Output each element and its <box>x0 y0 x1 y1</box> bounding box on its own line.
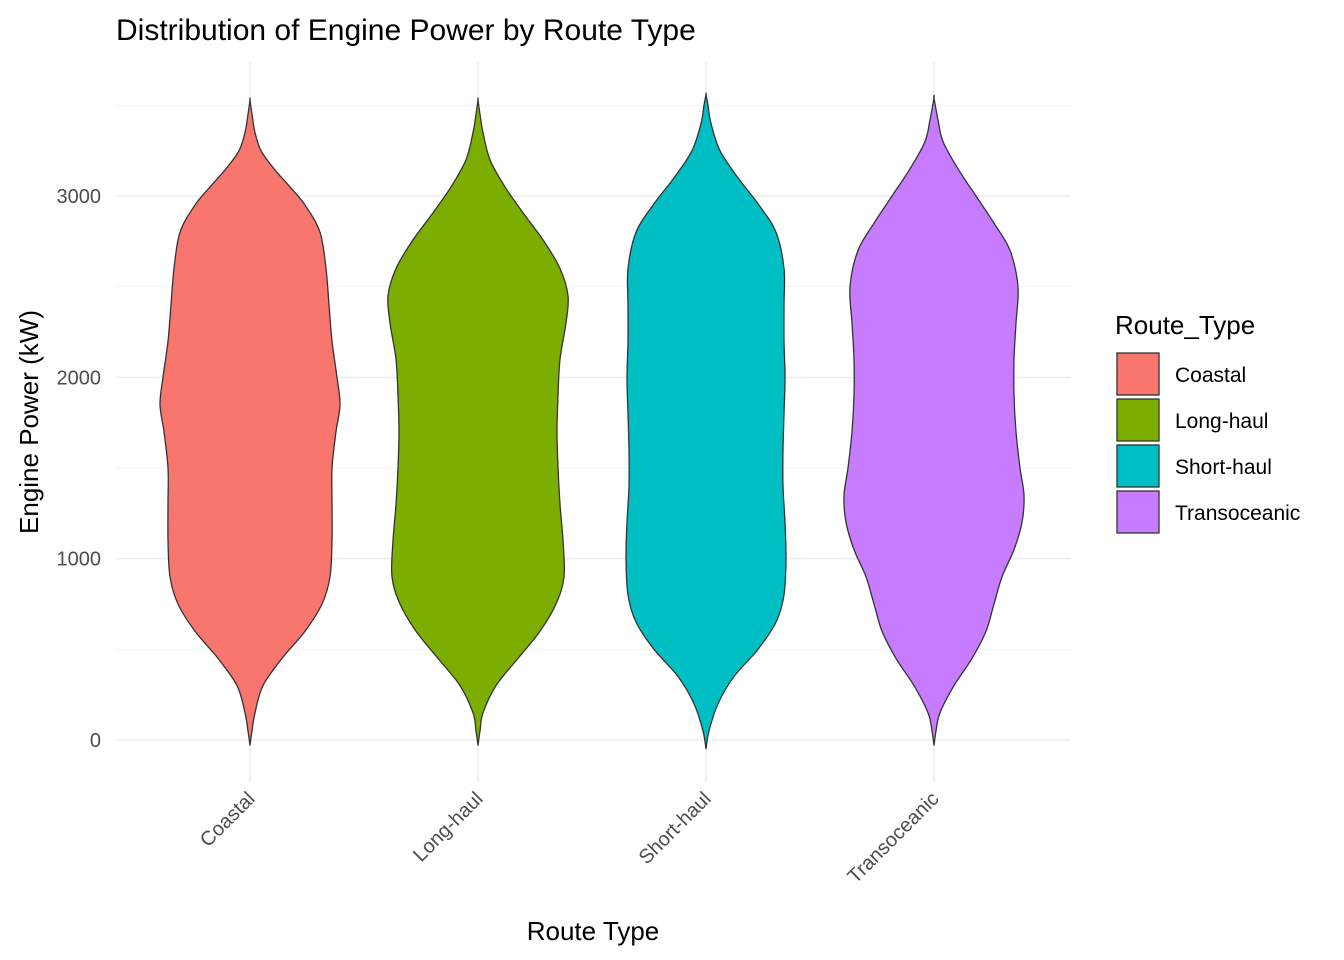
violin-short-haul <box>625 92 787 750</box>
legend-title: Route_Type <box>1115 310 1255 340</box>
y-tick-label: 0 <box>90 730 101 752</box>
y-axis-ticks: 0 1000 2000 3000 <box>57 186 102 752</box>
legend-key-long-haul <box>1116 398 1160 442</box>
legend-label: Coastal <box>1175 364 1246 387</box>
legend-key-coastal <box>1116 352 1160 396</box>
chart-title: Distribution of Engine Power by Route Ty… <box>116 14 696 47</box>
x-axis-title: Route Type <box>527 916 660 946</box>
legend-label: Transoceanic <box>1175 502 1300 525</box>
violin-long-haul <box>387 97 569 746</box>
violin-transoceanic <box>843 94 1025 746</box>
legend-key-transoceanic <box>1116 490 1160 534</box>
y-axis-title: Engine Power (kW) <box>14 310 44 534</box>
x-tick-label: Transoceanic <box>844 788 944 888</box>
legend-label: Long-haul <box>1175 410 1268 433</box>
legend: Route_Type Coastal Long-haul Short-haul Tra… <box>1115 310 1300 534</box>
violin-coastal <box>159 97 341 746</box>
y-tick-label: 3000 <box>57 186 102 208</box>
y-tick-label: 2000 <box>57 367 102 389</box>
x-tick-label: Coastal <box>196 788 260 852</box>
violins <box>159 92 1025 750</box>
x-tick-label: Long-haul <box>409 788 487 866</box>
y-tick-label: 1000 <box>57 549 102 571</box>
legend-label: Short-haul <box>1175 456 1272 479</box>
x-tick-label: Short-haul <box>635 788 716 869</box>
x-axis-ticks: Coastal Long-haul Short-haul Transoceanic <box>196 788 944 888</box>
legend-key-short-haul <box>1116 444 1160 488</box>
